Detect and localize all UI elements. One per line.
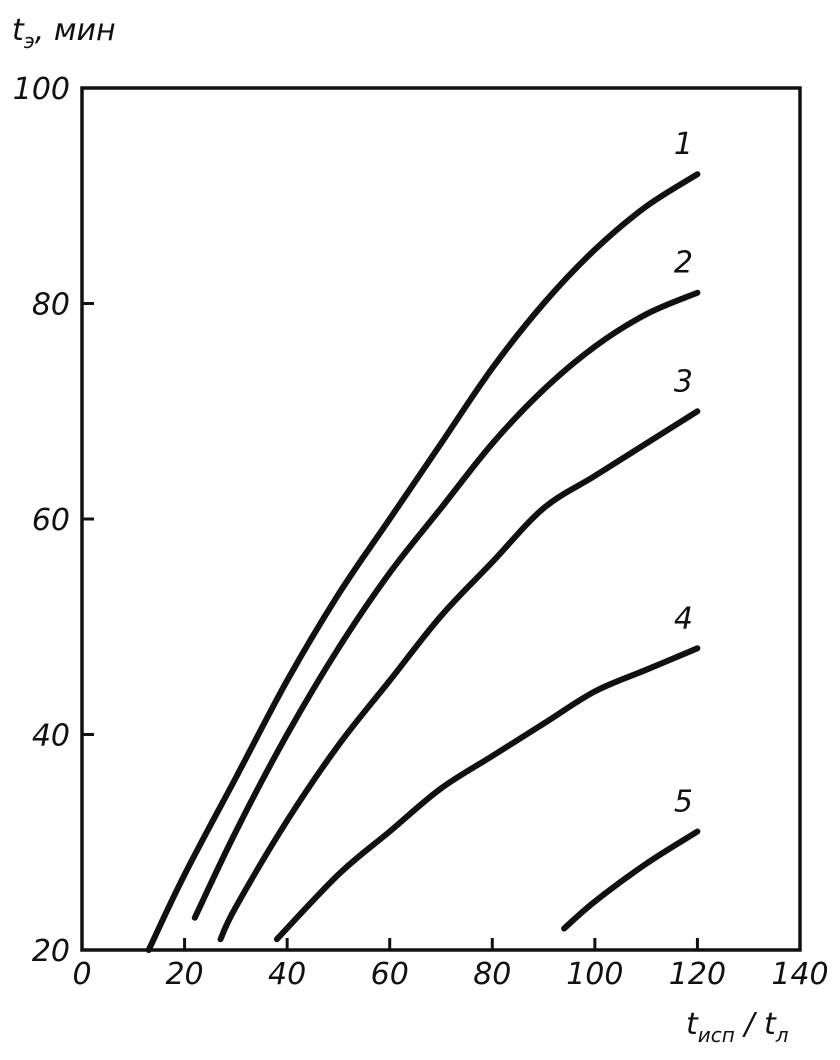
y-axis-label-main: t bbox=[12, 13, 25, 48]
x-axis-label-den: t bbox=[764, 1007, 777, 1042]
x-axis-label-num: t bbox=[686, 1007, 699, 1042]
series-2-label: 2 bbox=[674, 246, 693, 281]
x-axis-label-sep: / bbox=[735, 1007, 764, 1042]
series-4-label: 4 bbox=[674, 601, 693, 636]
series-5-label: 5 bbox=[674, 784, 693, 819]
x-axis-label-den-sub: л bbox=[775, 1023, 789, 1047]
x-tick-label: 20 bbox=[165, 957, 203, 992]
x-tick-label: 100 bbox=[566, 957, 623, 992]
series-2-line bbox=[191, 289, 701, 921]
y-tick-label: 40 bbox=[32, 719, 70, 754]
series-1-line bbox=[145, 171, 701, 953]
y-tick-label: 20 bbox=[32, 934, 70, 969]
series-5-line bbox=[561, 828, 701, 932]
x-tick-label: 80 bbox=[473, 957, 511, 992]
plot-frame bbox=[80, 86, 802, 952]
x-tick-label: 0 bbox=[72, 957, 91, 992]
x-axis-label-num-sub: исп bbox=[698, 1023, 735, 1047]
series-4-line bbox=[273, 645, 701, 943]
series-3-line bbox=[217, 408, 701, 943]
y-axis-label-unit: , мин bbox=[35, 13, 116, 48]
y-axis-label: tэ, мин bbox=[12, 13, 116, 53]
y-tick-label: 80 bbox=[32, 288, 70, 323]
series-3-label: 3 bbox=[674, 364, 693, 399]
y-axis-label-sub: э bbox=[24, 29, 35, 53]
series-1-label: 1 bbox=[674, 127, 693, 162]
x-axis-label: tисп / tл bbox=[686, 1007, 789, 1047]
x-tick-label: 60 bbox=[371, 957, 409, 992]
x-tick-label: 40 bbox=[268, 957, 306, 992]
y-tick-label: 100 bbox=[13, 72, 70, 107]
x-tick-label: 140 bbox=[771, 957, 828, 992]
x-tick-label: 120 bbox=[669, 957, 726, 992]
y-tick-label: 60 bbox=[32, 503, 70, 538]
